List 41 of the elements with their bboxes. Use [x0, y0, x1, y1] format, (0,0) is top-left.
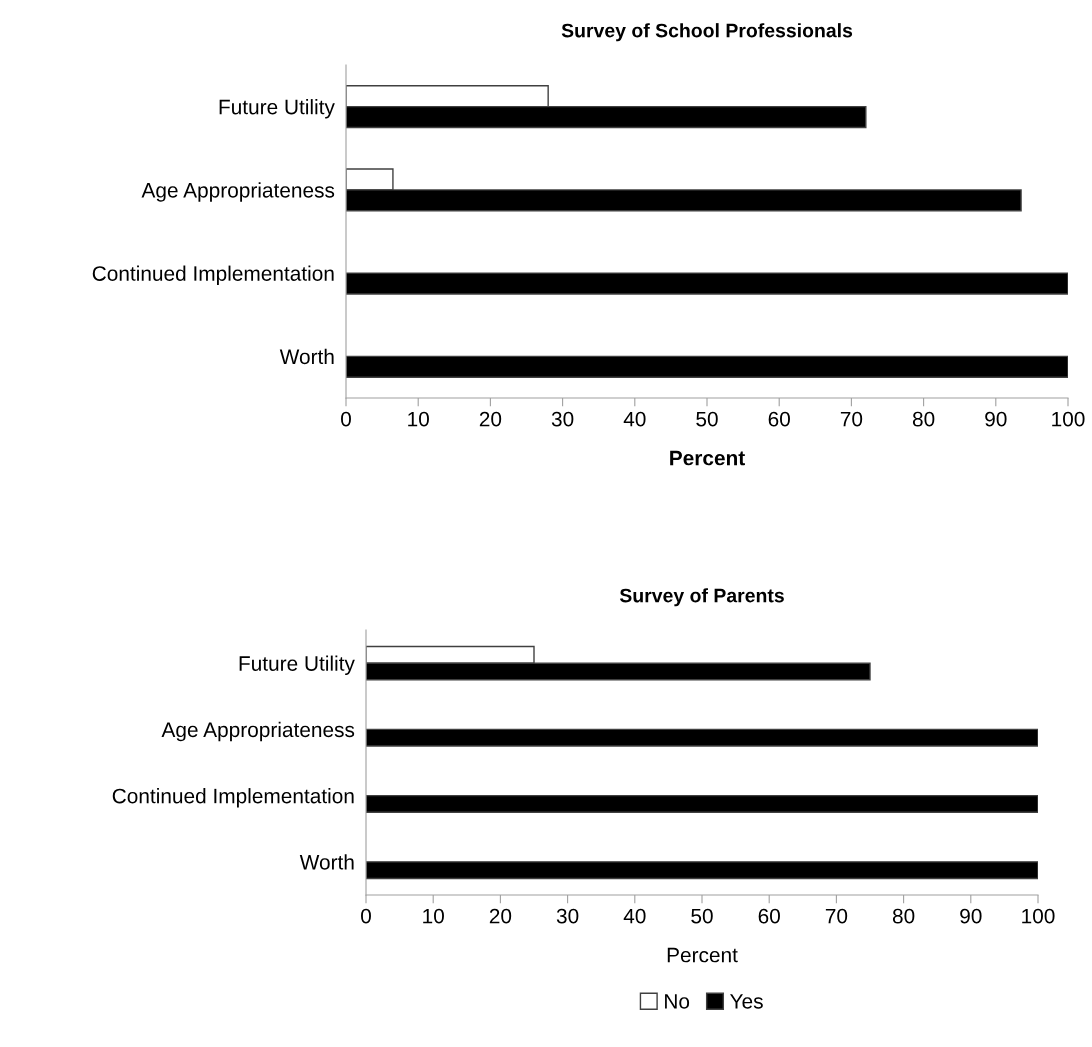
x-tick-label: 30	[551, 411, 574, 427]
x-tick-label: 40	[623, 908, 646, 924]
x-tick-label: 50	[691, 908, 713, 924]
y-tick-label: Worth	[279, 348, 334, 365]
x-tick-label: 0	[341, 411, 351, 427]
x-tick-label: 10	[423, 908, 444, 924]
x-tick-label: 0	[361, 908, 371, 924]
x-tick-label: 50	[696, 411, 718, 427]
x-tick-label: 80	[892, 908, 915, 924]
y-tick-label: Age Appropriateness	[161, 721, 355, 742]
x-tick-label: 80	[912, 411, 935, 427]
chart-title: Survey of Parents	[619, 588, 784, 607]
bar	[346, 355, 1068, 378]
x-tick-label: 60	[768, 411, 790, 427]
y-tick-label: Worth	[299, 854, 354, 870]
x-tick-label: 10	[408, 411, 429, 427]
x-tick-label: 20	[479, 411, 502, 427]
chart-title: Survey of School Professionals	[561, 23, 853, 42]
legend-label: No	[665, 994, 690, 1009]
x-tick-label: 20	[489, 908, 512, 924]
x-tick-label: 90	[985, 411, 1007, 427]
x-tick-label: 40	[623, 411, 646, 427]
x-axis-title: Percent	[670, 450, 745, 466]
y-tick-label: Future Utility	[219, 99, 335, 119]
bar	[346, 272, 1068, 295]
x-tick-label: 100	[1022, 908, 1055, 924]
bar	[366, 861, 1038, 880]
x-tick-label: 60	[758, 908, 780, 924]
x-tick-label: 90	[960, 908, 982, 924]
y-tick-label: Future Utility	[239, 655, 355, 675]
bar	[366, 728, 1038, 747]
y-tick-label: Age Appropriateness	[141, 182, 335, 202]
x-tick-label: 70	[825, 908, 848, 924]
x-tick-label: 100	[1052, 411, 1085, 427]
legend-label: Yes	[730, 994, 763, 1009]
x-tick-label: 70	[840, 411, 863, 427]
x-tick-label: 30	[556, 908, 579, 924]
y-tick-label: Continued Implementation	[92, 265, 334, 285]
y-tick-label: Continued Implementation	[112, 788, 354, 808]
x-axis-title: Percent	[667, 947, 738, 963]
bar	[366, 794, 1038, 813]
